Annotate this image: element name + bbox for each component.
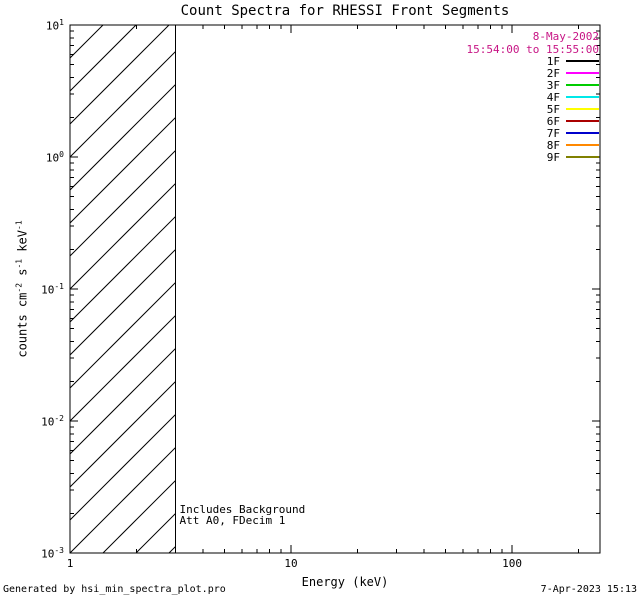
- x-tick-label: 1: [66, 557, 74, 570]
- legend-entry-line: [566, 84, 599, 86]
- chart-title: Count Spectra for RHESSI Front Segments: [180, 3, 510, 19]
- legend-entry-label: 4F: [546, 90, 560, 104]
- date-label: 8-May-2002: [532, 30, 599, 43]
- legend-entry-label: 1F: [546, 54, 560, 68]
- legend-entry: 2F: [546, 66, 599, 80]
- legend-entry-label: 2F: [546, 66, 560, 80]
- x-tick-label: 10: [284, 557, 298, 570]
- legend-entry-line: [566, 108, 599, 110]
- legend-entry: 9F: [546, 150, 599, 164]
- legend-entry: 5F: [546, 102, 599, 116]
- legend-entry: 7F: [546, 126, 599, 140]
- x-tick-label: 100: [502, 557, 522, 570]
- time-range-label: 15:54:00 to 15:55:00: [466, 43, 599, 56]
- legend-entry-line: [566, 96, 599, 98]
- y-tick-label: 100: [45, 150, 64, 165]
- observation-datetime: 8-May-2002 15:54:00 to 15:55:00: [467, 30, 599, 56]
- legend-entry-label: 7F: [546, 126, 560, 140]
- legend-entry-line: [566, 156, 599, 158]
- legend-entry: 1F: [546, 54, 599, 68]
- legend-entry-label: 5F: [546, 102, 560, 116]
- y-tick-label: 101: [45, 18, 64, 33]
- legend-entry-label: 3F: [546, 78, 560, 92]
- legend-entry: 8F: [546, 138, 599, 152]
- legend-entry-line: [566, 72, 599, 74]
- legend-entry-line: [566, 60, 599, 62]
- legend-entry-line: [566, 144, 599, 146]
- legend: 1F 2F 3F 4F 5F 6F 7F 8F 9F: [546, 54, 599, 164]
- y-tick-label: 10-2: [41, 414, 64, 429]
- y-tick-label: 10-1: [41, 282, 64, 297]
- legend-entry-line: [566, 120, 599, 122]
- y-tick-label: 10-3: [41, 546, 64, 561]
- plot-annotations: Includes Background Att A0, FDecim 1: [179, 504, 305, 526]
- legend-entry-label: 9F: [546, 150, 560, 164]
- legend-entry-label: 8F: [546, 138, 560, 152]
- legend-entry-label: 6F: [546, 114, 560, 128]
- y-axis-label: counts cm-2 s-1 keV-1: [14, 220, 30, 358]
- annotation: Includes Background: [179, 503, 306, 516]
- legend-entry: 6F: [546, 114, 599, 128]
- legend-entry: 4F: [546, 90, 599, 104]
- legend-entry-line: [566, 132, 599, 134]
- render-timestamp: 7-Apr-2023 15:13: [540, 584, 637, 595]
- annotation: Att A0, FDecim 1: [179, 514, 286, 527]
- generated-by-label: Generated by hsi_min_spectra_plot.pro: [3, 584, 226, 595]
- legend-entry: 3F: [546, 78, 599, 92]
- x-axis-label: Energy (keV): [301, 575, 389, 589]
